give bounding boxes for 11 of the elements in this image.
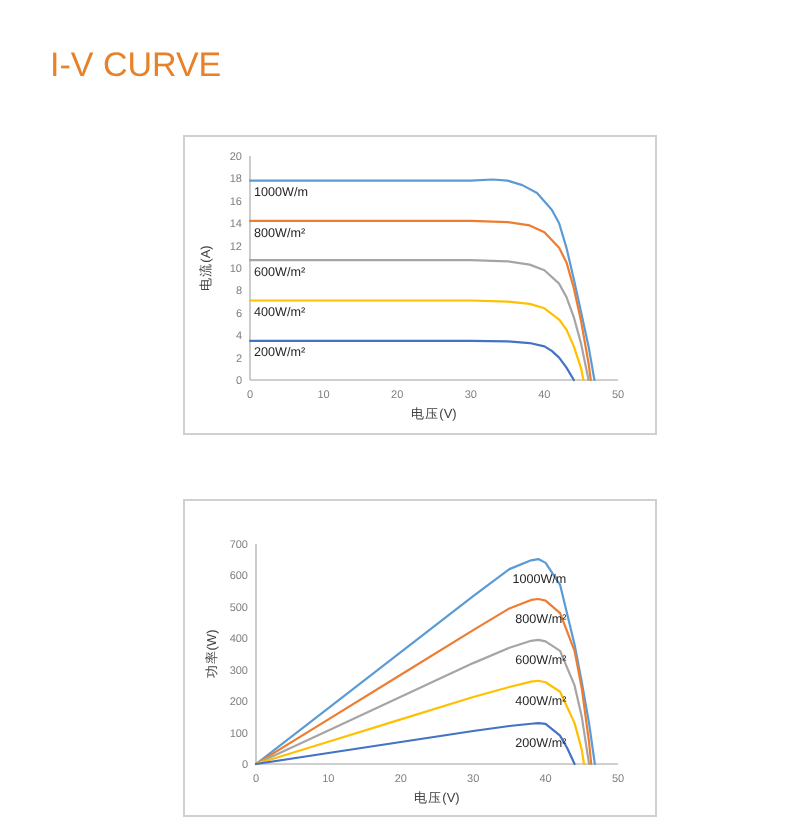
line-series [248,178,596,382]
chart-title: I-V CURVE [50,46,222,84]
line-series [248,299,585,382]
line-series [248,219,592,382]
line-series [254,597,593,766]
line-series [254,679,586,766]
line-series [248,259,590,382]
line-series [248,339,575,382]
line-series [254,557,596,766]
line-series [254,722,576,766]
line-series [254,638,591,766]
